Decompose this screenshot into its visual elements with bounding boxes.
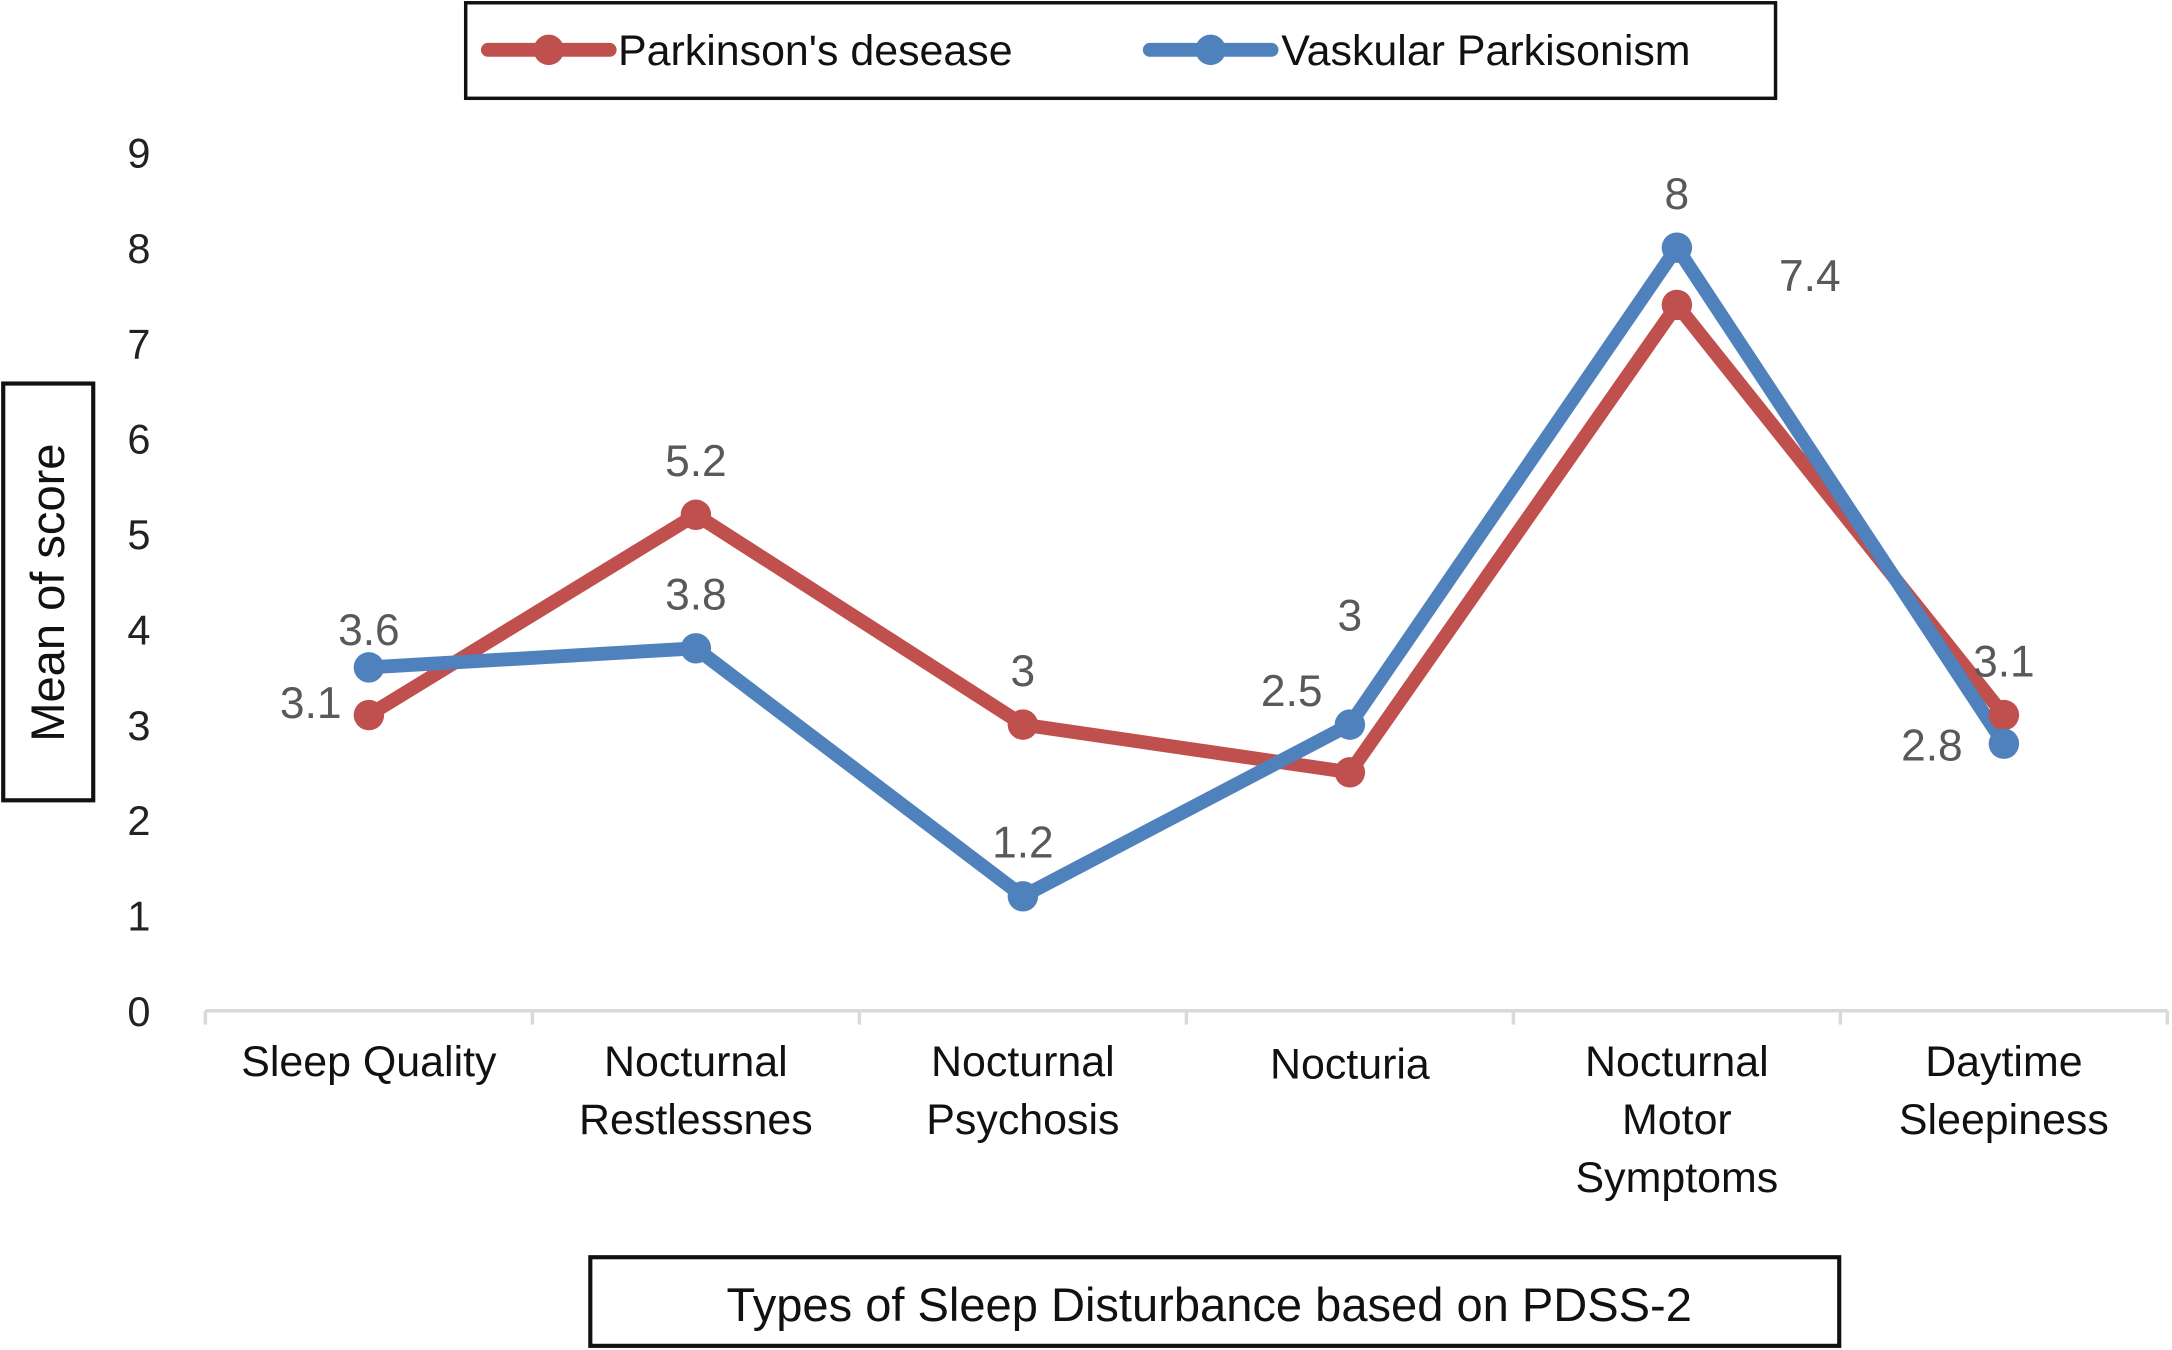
data-label: 8 (1665, 170, 1690, 219)
legend-box (463, 1, 1778, 101)
y-axis-title-box (1, 381, 96, 803)
x-tick-label: Psychosis (926, 1096, 1119, 1144)
legend: Parkinson's desease Vaskular Parkisonism (463, 1, 1778, 101)
x-tick-label: Nocturnal (1585, 1038, 1769, 1086)
plot-area: 3.1 5.2 3 2.5 7.4 3.1 3.6 3.8 1.2 3 8 2.8 (280, 170, 2035, 912)
y-tick-label: 9 (127, 130, 150, 177)
data-point (1007, 709, 1039, 740)
data-point (1007, 881, 1039, 912)
y-tick-label: 8 (127, 225, 150, 272)
data-label: 2.5 (1261, 667, 1323, 716)
y-axis-title-text: Mean of score (21, 444, 74, 742)
data-label: 3.6 (338, 606, 400, 655)
data-point (1334, 709, 1366, 740)
y-tick-label: 7 (127, 320, 150, 367)
x-axis-title-text: Types of Sleep Disturbance based on PDSS… (727, 1278, 1692, 1331)
y-tick-label: 1 (127, 893, 150, 940)
x-tick-label: Daytime (1925, 1038, 2082, 1086)
x-tick-label: Sleep Quality (241, 1038, 497, 1086)
x-tick-label: Nocturnal (931, 1038, 1115, 1086)
data-label: 2.8 (1901, 721, 1963, 770)
data-point (1334, 757, 1366, 788)
data-label: 3.8 (665, 571, 727, 620)
data-label: 7.4 (1779, 252, 1841, 301)
x-axis-title: Types of Sleep Disturbance based on PDSS… (588, 1255, 1842, 1348)
data-point (1661, 289, 1693, 321)
data-point (1661, 232, 1693, 263)
y-tick-label: 6 (127, 416, 150, 463)
data-label: 3 (1338, 591, 1363, 640)
legend-label: Parkinson's desease (618, 27, 1013, 75)
y-tick-label: 0 (127, 988, 150, 1035)
legend-label: Vaskular Parkisonism (1281, 27, 1690, 75)
y-axis-title: Mean of score (1, 381, 96, 803)
x-tick-label: Nocturnal (604, 1038, 788, 1086)
data-label: 3 (1011, 647, 1036, 696)
series-line (368, 240, 2010, 904)
legend-point-marker (1195, 34, 1226, 66)
data-label: 3.1 (1973, 637, 2035, 686)
x-tick-label: Restlessnes (579, 1096, 813, 1144)
y-axis: 0 1 2 3 4 5 6 7 8 9 (127, 130, 150, 1035)
data-point (353, 699, 385, 731)
x-tick-label: Symptoms (1576, 1154, 1779, 1202)
x-tick-label: Sleepiness (1899, 1096, 2109, 1144)
data-label: 3.1 (280, 679, 342, 728)
data-label: 5.2 (665, 437, 727, 486)
x-axis: Sleep Quality Nocturnal Restlessnes Nocturn… (203, 1009, 2170, 1202)
y-tick-label: 3 (127, 702, 150, 749)
y-tick-label: 2 (127, 797, 150, 844)
data-point (680, 633, 712, 664)
y-tick-label: 5 (127, 511, 150, 558)
data-point (1988, 699, 2020, 731)
x-tick-label: Motor (1622, 1096, 1732, 1144)
data-label: 1.2 (992, 819, 1054, 868)
legend-point-marker (533, 34, 564, 66)
data-point (1988, 728, 2020, 759)
x-tick-label: Nocturia (1270, 1041, 1430, 1089)
x-axis-title-box (588, 1255, 1842, 1348)
y-tick-label: 4 (127, 606, 150, 653)
data-point (353, 652, 385, 683)
series-line (365, 298, 2010, 780)
data-point (680, 499, 712, 530)
